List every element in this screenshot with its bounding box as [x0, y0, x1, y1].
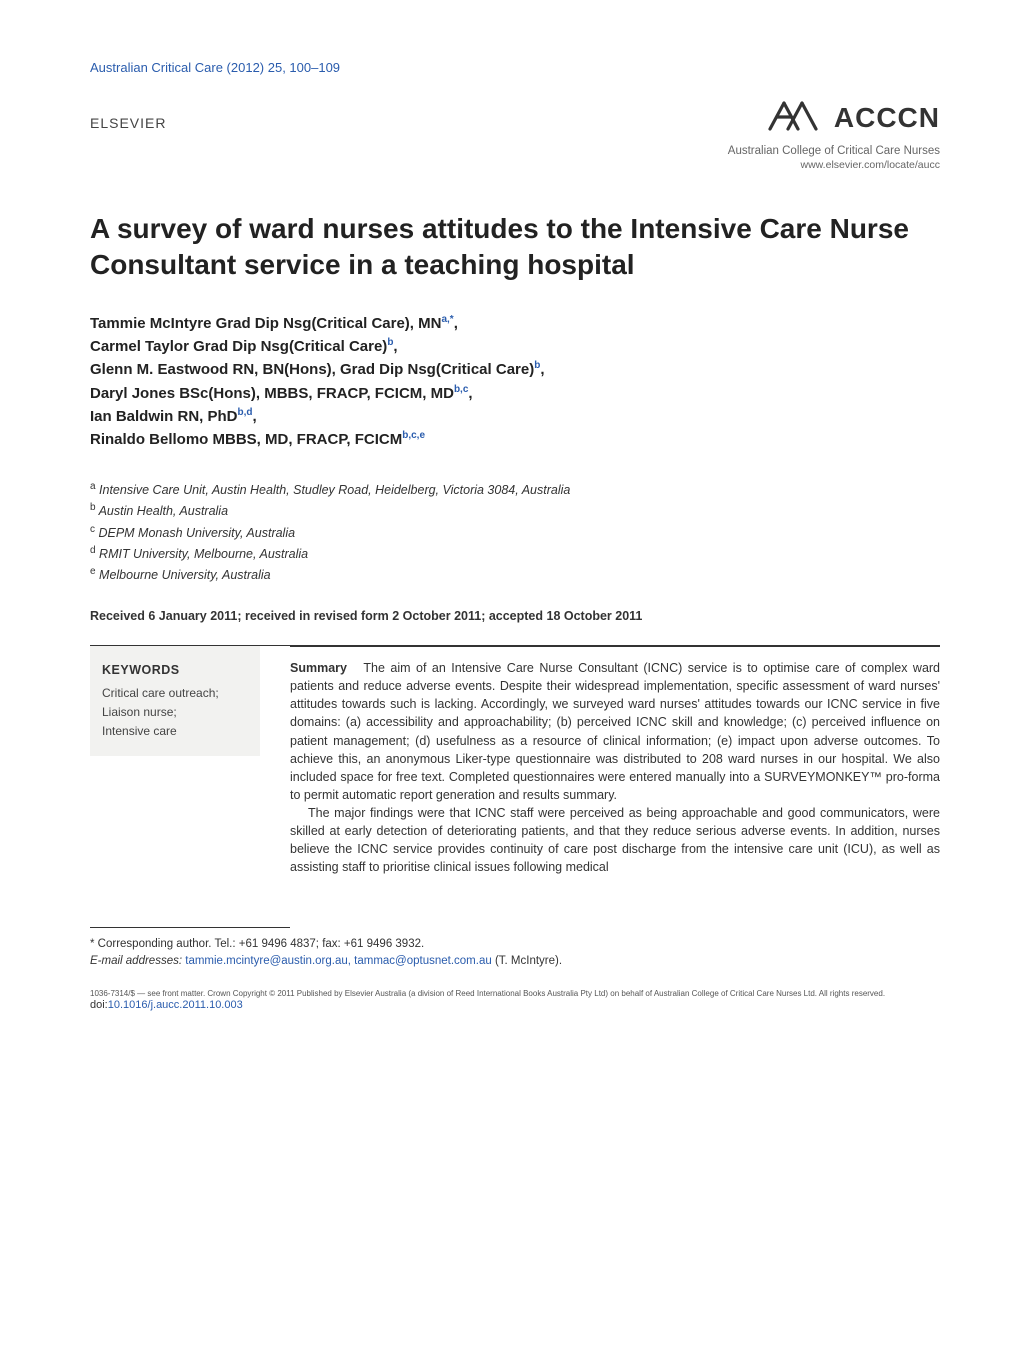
acccn-logo-block: ACCCN Australian College of Critical Car…: [728, 93, 940, 171]
keyword-item: Intensive care: [102, 722, 248, 741]
affiliation-line: c DEPM Monash University, Australia: [90, 522, 940, 543]
keywords-heading: KEYWORDS: [102, 660, 248, 680]
elsevier-logo: ELSEVIER: [90, 93, 166, 131]
email-label: E-mail addresses:: [90, 955, 182, 967]
journal-reference: Australian Critical Care (2012) 25, 100–…: [90, 60, 940, 75]
doi-line: doi:10.1016/j.aucc.2011.10.003: [90, 999, 940, 1011]
corresponding-author-note: * Corresponding author. Tel.: +61 9496 4…: [90, 936, 940, 953]
article-history: Received 6 January 2011; received in rev…: [90, 607, 940, 625]
keyword-item: Critical care outreach;: [102, 684, 248, 703]
affiliation-line: e Melbourne University, Australia: [90, 564, 940, 585]
email-owner: (T. McIntyre).: [495, 955, 562, 967]
author-line: Daryl Jones BSc(Hons), MBBS, FRACP, FCIC…: [90, 382, 940, 405]
author-line: Carmel Taylor Grad Dip Nsg(Critical Care…: [90, 335, 940, 358]
affiliation-line: a Intensive Care Unit, Austin Health, St…: [90, 479, 940, 500]
author-line: Rinaldo Bellomo MBBS, MD, FRACP, FCICMb,…: [90, 428, 940, 451]
acccn-full-name: Australian College of Critical Care Nurs…: [728, 145, 940, 157]
elsevier-wordmark: ELSEVIER: [90, 115, 166, 131]
summary-paragraph-2: The major findings were that ICNC staff …: [290, 804, 940, 877]
author-emails[interactable]: tammie.mcintyre@austin.org.au, tammac@op…: [185, 955, 492, 967]
affiliation-line: b Austin Health, Australia: [90, 500, 940, 521]
affiliation-list: a Intensive Care Unit, Austin Health, St…: [90, 479, 940, 585]
author-list: Tammie McIntyre Grad Dip Nsg(Critical Ca…: [90, 312, 940, 452]
footnotes: * Corresponding author. Tel.: +61 9496 4…: [90, 936, 940, 971]
article-title: A survey of ward nurses attitudes to the…: [90, 211, 940, 284]
keyword-item: Liaison nurse;: [102, 703, 248, 722]
keywords-box: KEYWORDS Critical care outreach; Liaison…: [90, 646, 260, 756]
header-logos: ELSEVIER ACCCN Austr: [90, 93, 940, 171]
copyright-line: 1036-7314/$ — see front matter. Crown Co…: [90, 988, 940, 999]
footnote-separator: [90, 927, 290, 928]
author-line: Glenn M. Eastwood RN, BN(Hons), Grad Dip…: [90, 358, 940, 381]
acccn-url: www.elsevier.com/locate/aucc: [728, 159, 940, 171]
author-line: Ian Baldwin RN, PhDb,d,: [90, 405, 940, 428]
author-line: Tammie McIntyre Grad Dip Nsg(Critical Ca…: [90, 312, 940, 335]
affiliation-line: d RMIT University, Melbourne, Australia: [90, 543, 940, 564]
doi-link[interactable]: 10.1016/j.aucc.2011.10.003: [108, 999, 243, 1011]
summary-label: Summary: [290, 661, 347, 675]
summary-paragraph-1: The aim of an Intensive Care Nurse Consu…: [290, 661, 940, 802]
acccn-acronym: ACCCN: [834, 102, 940, 134]
abstract-summary: Summary The aim of an Intensive Care Nur…: [290, 646, 940, 877]
acccn-mark-icon: [764, 93, 824, 143]
